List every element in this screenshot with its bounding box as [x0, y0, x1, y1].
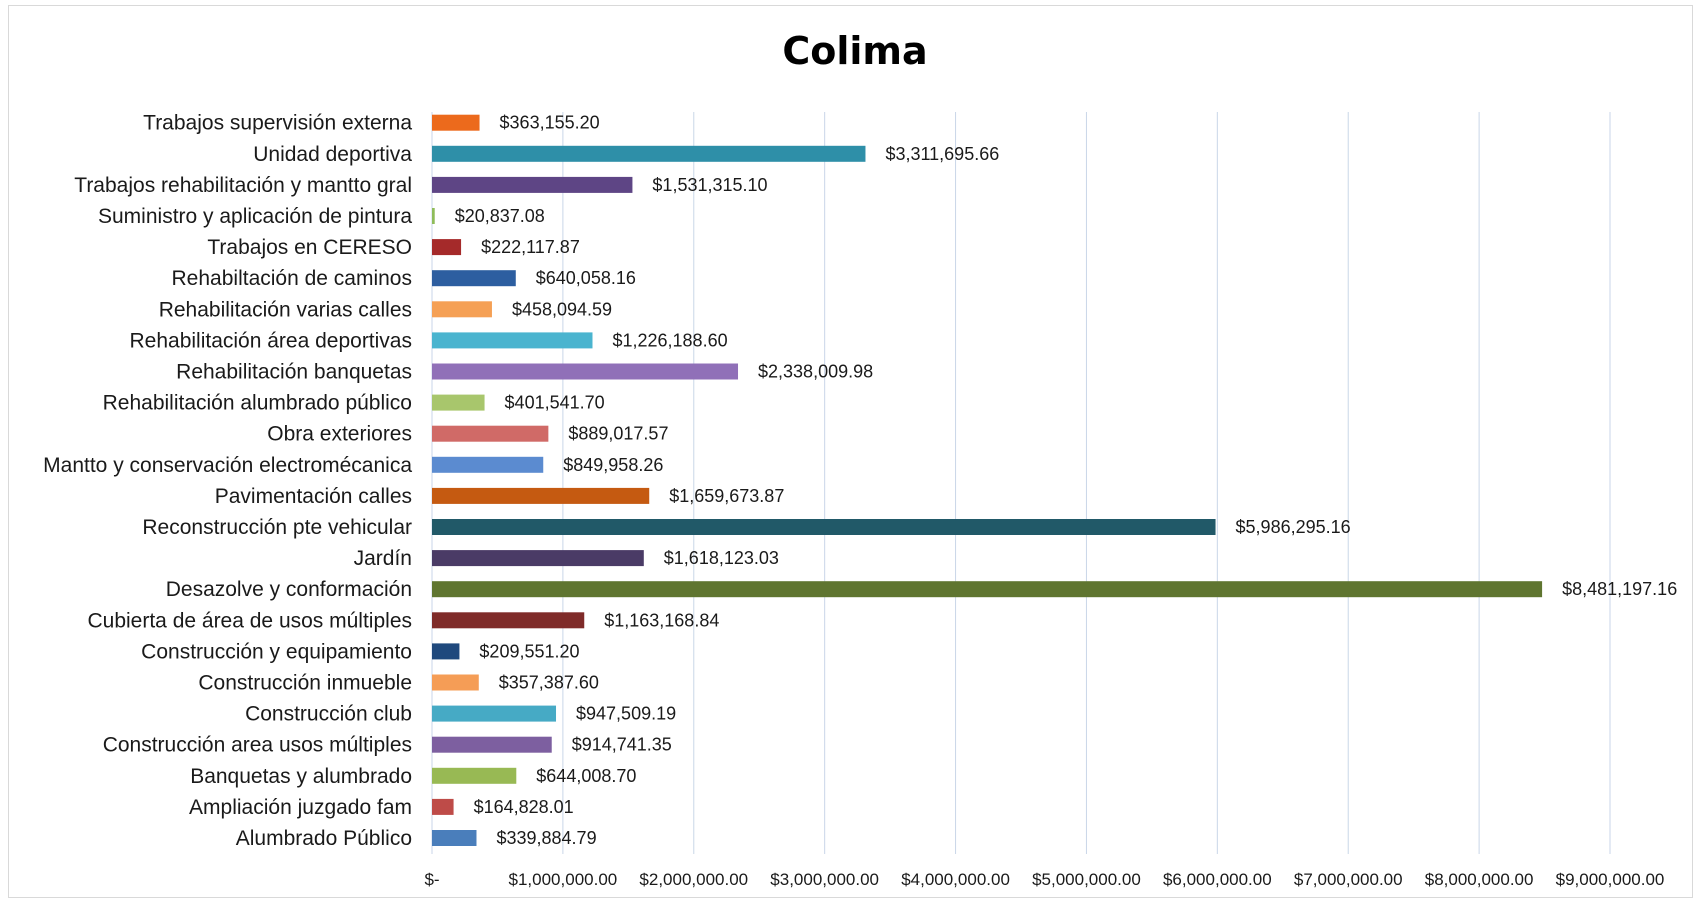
data-label: $849,958.26 — [563, 455, 663, 475]
data-label: $2,338,009.98 — [758, 362, 873, 382]
category-label: Obra exteriores — [267, 423, 412, 446]
bar — [432, 674, 479, 691]
data-label: $1,618,123.03 — [664, 548, 779, 568]
bar — [432, 239, 462, 256]
category-label: Pavimentación calles — [215, 485, 412, 508]
data-label: $458,094.59 — [512, 299, 612, 319]
x-tick-label: $6,000,000.00 — [1163, 870, 1272, 889]
bar — [432, 301, 492, 318]
bar — [432, 736, 552, 753]
data-label: $1,531,315.10 — [652, 175, 767, 195]
data-labels: $339,884.79 $164,828.01 $644,008.70 $914,74… — [455, 113, 1677, 848]
x-tick-label: $1,000,000.00 — [509, 870, 618, 889]
data-label: $644,008.70 — [536, 766, 636, 786]
category-label: Construcción inmueble — [198, 672, 412, 695]
chart-title: Colima — [782, 29, 927, 73]
category-label: Rehabilitación área deportivas — [129, 329, 412, 352]
data-label: $1,226,188.60 — [612, 330, 727, 350]
bar — [432, 643, 460, 660]
category-label: Trabajos rehabilitación y mantto gral — [74, 174, 412, 197]
data-label: $947,509.19 — [576, 704, 676, 724]
bar — [432, 487, 650, 504]
bar — [432, 519, 1216, 535]
data-label: $363,155.20 — [500, 113, 600, 133]
category-label: Trabajos en CERESO — [207, 236, 412, 259]
bar — [432, 581, 1543, 598]
data-label: $3,311,695.66 — [885, 144, 999, 164]
grid-lines — [431, 112, 1611, 854]
x-axis-tick-labels: $- $1,000,000.00 $2,000,000.00 $3,000,000.0… — [424, 870, 1664, 889]
data-label: $164,828.01 — [474, 797, 574, 817]
category-label: Construcción club — [245, 703, 412, 726]
bars — [432, 114, 1543, 846]
category-label: Rehabilitación alumbrado público — [103, 392, 412, 415]
data-label: $1,163,168.84 — [604, 610, 719, 630]
bar — [432, 145, 866, 162]
data-label: $209,551.20 — [479, 641, 579, 661]
bar — [432, 798, 454, 815]
category-label: Mantto y conservación electromécanica — [43, 454, 412, 477]
data-label: $20,837.08 — [455, 206, 545, 226]
bar — [432, 363, 739, 380]
bar — [432, 270, 516, 287]
category-labels: Alumbrado Público Ampliación juzgado fam B… — [43, 112, 412, 850]
category-label: Rehabilitación varias calles — [159, 298, 412, 321]
category-label: Rehabilitación banquetas — [176, 361, 412, 384]
data-label: $339,884.79 — [496, 828, 596, 848]
x-tick-label: $3,000,000.00 — [770, 870, 879, 889]
data-label: $914,741.35 — [572, 735, 672, 755]
category-label: Reconstrucción pte vehicular — [142, 516, 412, 539]
bar — [432, 612, 585, 629]
bar — [432, 550, 644, 567]
category-label: Alumbrado Público — [236, 827, 412, 850]
category-label: Trabajos supervisión externa — [143, 112, 412, 135]
bar — [432, 425, 549, 442]
data-label: $357,387.60 — [499, 673, 599, 693]
bar — [432, 830, 477, 846]
data-label: $401,541.70 — [505, 393, 605, 413]
category-label: Jardín — [354, 547, 412, 570]
x-tick-label: $4,000,000.00 — [901, 870, 1010, 889]
bar — [432, 767, 517, 784]
data-label: $8,481,197.16 — [1562, 579, 1677, 599]
category-label: Cubierta de área de usos múltiples — [87, 609, 412, 632]
category-label: Unidad deportiva — [253, 143, 412, 166]
category-label: Desazolve y conformación — [166, 578, 412, 601]
x-tick-label: $8,000,000.00 — [1425, 870, 1534, 889]
bar — [432, 176, 633, 193]
data-label: $222,117.87 — [481, 237, 580, 257]
data-label: $5,986,295.16 — [1236, 517, 1351, 537]
bar — [432, 705, 557, 722]
bar — [432, 332, 593, 349]
x-tick-label: $9,000,000.00 — [1556, 870, 1665, 889]
bar — [432, 456, 544, 473]
bar — [432, 394, 485, 411]
data-label: $889,017.57 — [568, 424, 668, 444]
x-tick-label: $- — [424, 870, 439, 889]
category-label: Ampliación juzgado fam — [189, 796, 412, 819]
bar — [432, 114, 480, 131]
category-label: Banquetas y alumbrado — [190, 765, 412, 788]
bar — [432, 208, 435, 224]
data-label: $640,058.16 — [536, 268, 636, 288]
category-label: Suministro y aplicación de pintura — [98, 205, 412, 228]
x-tick-label: $7,000,000.00 — [1294, 870, 1403, 889]
category-label: Construcción y equipamiento — [141, 640, 412, 663]
category-label: Rehabiltación de caminos — [172, 267, 412, 290]
x-tick-label: $2,000,000.00 — [639, 870, 748, 889]
category-label: Construcción area usos múltiples — [103, 734, 412, 757]
data-label: $1,659,673.87 — [669, 486, 784, 506]
x-tick-label: $5,000,000.00 — [1032, 870, 1141, 889]
